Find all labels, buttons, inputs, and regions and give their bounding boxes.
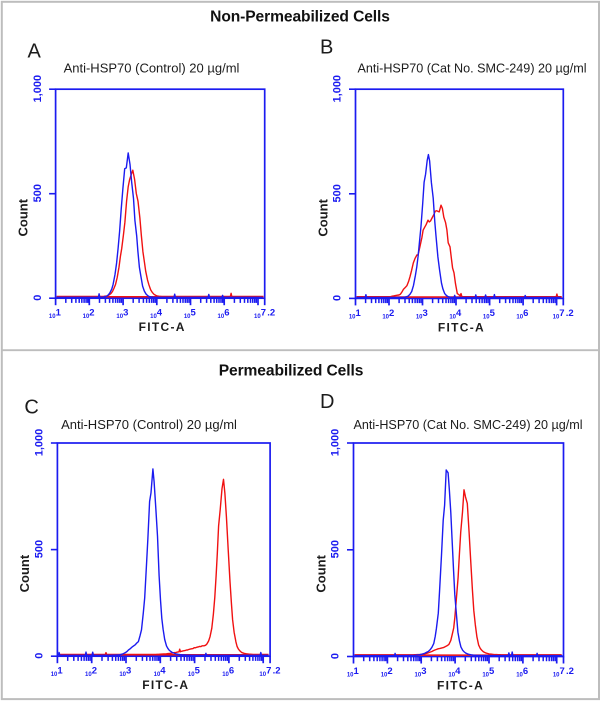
svg-text:1: 1 <box>56 308 62 319</box>
svg-text:2: 2 <box>89 308 94 319</box>
svg-text:10: 10 <box>83 314 90 320</box>
svg-text:1,000: 1,000 <box>332 75 344 103</box>
svg-text:0: 0 <box>332 295 344 301</box>
svg-text:10: 10 <box>516 673 523 679</box>
svg-text:Anti-HSP70 (Cat No. SMC-249) 2: Anti-HSP70 (Cat No. SMC-249) 20 µg/ml <box>357 62 586 76</box>
svg-text:10: 10 <box>416 314 423 320</box>
svg-text:10: 10 <box>415 673 422 679</box>
svg-text:10: 10 <box>448 673 455 679</box>
svg-text:3: 3 <box>423 308 428 319</box>
svg-text:Count: Count <box>17 554 32 592</box>
svg-text:10: 10 <box>51 672 58 678</box>
svg-text:6: 6 <box>229 666 234 677</box>
svg-text:C: C <box>24 397 38 419</box>
svg-text:Count: Count <box>315 198 330 236</box>
svg-text:7.2: 7.2 <box>560 666 574 677</box>
svg-text:0: 0 <box>330 653 342 659</box>
svg-text:FITC-A: FITC-A <box>142 678 189 692</box>
svg-text:7.2: 7.2 <box>266 666 280 677</box>
svg-text:A: A <box>28 41 42 63</box>
svg-text:B: B <box>320 37 333 59</box>
svg-text:10: 10 <box>449 314 456 320</box>
svg-text:D: D <box>320 391 334 413</box>
svg-text:1: 1 <box>354 666 360 677</box>
svg-text:4: 4 <box>157 308 163 319</box>
svg-text:10: 10 <box>382 314 389 320</box>
svg-text:10: 10 <box>259 672 266 678</box>
svg-text:3: 3 <box>126 666 131 677</box>
svg-text:10: 10 <box>184 314 191 320</box>
svg-text:10: 10 <box>49 314 56 320</box>
svg-text:Anti-HSP70 (Control) 20 µg/ml: Anti-HSP70 (Control) 20 µg/ml <box>61 417 237 432</box>
svg-text:1: 1 <box>57 666 63 677</box>
svg-text:10: 10 <box>254 314 261 320</box>
svg-text:1,000: 1,000 <box>330 429 342 457</box>
svg-text:4: 4 <box>455 666 461 677</box>
svg-text:0: 0 <box>32 295 44 301</box>
svg-text:10: 10 <box>85 672 92 678</box>
svg-text:2: 2 <box>389 308 394 319</box>
svg-text:FITC-A: FITC-A <box>437 679 484 693</box>
svg-text:Anti-HSP70 (Cat No. SMC-249) 2: Anti-HSP70 (Cat No. SMC-249) 20 µg/ml <box>353 418 582 432</box>
svg-text:500: 500 <box>32 184 44 202</box>
svg-text:10: 10 <box>222 672 229 678</box>
svg-text:7.2: 7.2 <box>261 308 275 319</box>
svg-text:10: 10 <box>516 314 523 320</box>
svg-text:5: 5 <box>489 666 495 677</box>
svg-text:Count: Count <box>313 554 328 592</box>
svg-text:Anti-HSP70 (Control) 20 µg/ml: Anti-HSP70 (Control) 20 µg/ml <box>64 61 240 76</box>
svg-text:6: 6 <box>224 308 229 319</box>
svg-text:4: 4 <box>160 666 166 677</box>
svg-text:3: 3 <box>421 666 426 677</box>
svg-text:6: 6 <box>523 666 528 677</box>
svg-text:5: 5 <box>195 666 201 677</box>
svg-text:2: 2 <box>387 666 392 677</box>
svg-text:10: 10 <box>553 314 560 320</box>
svg-text:FITC-A: FITC-A <box>139 320 186 334</box>
svg-text:6: 6 <box>523 308 528 319</box>
svg-text:2: 2 <box>92 666 97 677</box>
svg-text:FITC-A: FITC-A <box>438 320 485 334</box>
svg-text:10: 10 <box>483 314 490 320</box>
svg-text:10: 10 <box>150 314 157 320</box>
svg-text:500: 500 <box>330 540 342 558</box>
svg-text:500: 500 <box>332 184 344 202</box>
svg-text:10: 10 <box>349 314 356 320</box>
svg-text:5: 5 <box>191 308 197 319</box>
svg-text:4: 4 <box>456 308 462 319</box>
svg-text:10: 10 <box>218 314 225 320</box>
svg-text:7.2: 7.2 <box>559 308 573 319</box>
svg-text:5: 5 <box>490 308 496 319</box>
svg-text:10: 10 <box>188 672 195 678</box>
svg-text:10: 10 <box>154 672 161 678</box>
svg-text:Non-Permeabilized Cells: Non-Permeabilized Cells <box>210 9 390 26</box>
svg-text:3: 3 <box>123 308 128 319</box>
svg-text:10: 10 <box>482 673 489 679</box>
svg-text:10: 10 <box>347 673 354 679</box>
svg-text:Permeabilized Cells: Permeabilized Cells <box>219 363 364 380</box>
svg-text:10: 10 <box>553 673 560 679</box>
svg-text:10: 10 <box>119 672 126 678</box>
svg-text:10: 10 <box>381 673 388 679</box>
svg-text:0: 0 <box>34 653 46 659</box>
svg-text:10: 10 <box>116 314 123 320</box>
svg-text:1,000: 1,000 <box>32 75 44 103</box>
svg-text:Count: Count <box>15 198 30 236</box>
svg-text:1: 1 <box>356 308 362 319</box>
svg-text:1,000: 1,000 <box>34 429 46 457</box>
svg-text:500: 500 <box>34 540 46 558</box>
